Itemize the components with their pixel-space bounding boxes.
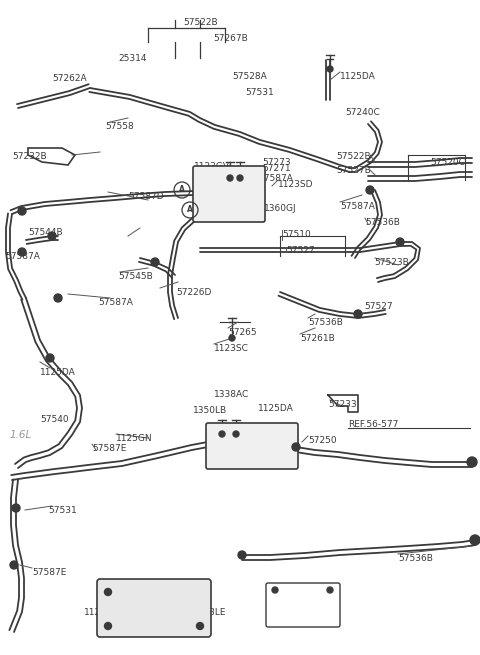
- Text: 1125DA: 1125DA: [258, 404, 294, 413]
- Text: 57527B: 57527B: [336, 166, 371, 175]
- Circle shape: [18, 248, 26, 256]
- Text: A: A: [179, 185, 185, 195]
- Circle shape: [10, 561, 18, 569]
- Text: 57265: 57265: [228, 328, 257, 337]
- Text: 57531: 57531: [48, 506, 77, 515]
- Text: 57233: 57233: [328, 400, 357, 409]
- Text: 57527: 57527: [364, 302, 393, 311]
- Text: 57226D: 57226D: [176, 288, 211, 297]
- Circle shape: [272, 587, 278, 593]
- Text: A: A: [187, 206, 193, 214]
- Circle shape: [18, 207, 26, 215]
- Text: 1338AC: 1338AC: [214, 390, 249, 399]
- Text: 57587A: 57587A: [5, 252, 40, 261]
- Text: 57531: 57531: [245, 88, 274, 97]
- Text: 57527: 57527: [286, 246, 314, 255]
- Text: 57232B: 57232B: [12, 152, 47, 161]
- Text: 1360GJ: 1360GJ: [264, 204, 297, 213]
- Text: 57520C: 57520C: [430, 158, 465, 167]
- Text: 57544B: 57544B: [28, 228, 62, 237]
- Text: 1123LE: 1123LE: [193, 608, 227, 617]
- FancyBboxPatch shape: [193, 166, 265, 222]
- Text: 57267B: 57267B: [213, 34, 248, 43]
- Text: 1123SC: 1123SC: [214, 344, 249, 353]
- Text: 57545B: 57545B: [118, 272, 153, 281]
- FancyBboxPatch shape: [206, 423, 298, 469]
- Text: 25314: 25314: [118, 54, 146, 63]
- Circle shape: [327, 66, 333, 72]
- Text: 57587A: 57587A: [340, 202, 375, 211]
- Text: 57271: 57271: [218, 198, 247, 207]
- Text: 1360GJ: 1360GJ: [166, 624, 199, 633]
- Text: 57523B: 57523B: [374, 258, 409, 267]
- Circle shape: [327, 587, 333, 593]
- Text: 57536B: 57536B: [398, 554, 433, 563]
- Circle shape: [219, 431, 225, 437]
- Circle shape: [237, 175, 243, 181]
- Circle shape: [48, 232, 56, 240]
- Circle shape: [196, 622, 204, 629]
- Circle shape: [54, 294, 62, 302]
- Text: 57522B: 57522B: [336, 152, 371, 161]
- Circle shape: [46, 354, 54, 362]
- Circle shape: [229, 335, 235, 341]
- Text: 1125GN: 1125GN: [116, 434, 153, 443]
- Text: 57510: 57510: [282, 612, 311, 621]
- Text: 57522B: 57522B: [183, 18, 217, 27]
- Text: 57587D: 57587D: [128, 192, 164, 201]
- Text: 57250: 57250: [308, 436, 336, 445]
- Text: 57587A: 57587A: [258, 174, 293, 183]
- Text: 1123SD: 1123SD: [278, 180, 313, 189]
- Text: 57587E: 57587E: [92, 444, 126, 453]
- Circle shape: [233, 431, 239, 437]
- Circle shape: [292, 443, 300, 451]
- Circle shape: [151, 258, 159, 266]
- Text: 57251: 57251: [250, 454, 278, 463]
- Text: 57536B: 57536B: [308, 318, 343, 327]
- FancyBboxPatch shape: [266, 583, 340, 627]
- Text: 57558: 57558: [105, 122, 134, 131]
- Text: 57273: 57273: [262, 158, 290, 167]
- Text: 1.6L: 1.6L: [10, 430, 32, 440]
- Circle shape: [238, 551, 246, 559]
- Circle shape: [366, 186, 374, 194]
- Circle shape: [105, 588, 111, 595]
- Circle shape: [396, 238, 404, 246]
- Text: 57271: 57271: [262, 164, 290, 173]
- Text: 57587E: 57587E: [32, 568, 66, 577]
- Text: 57536C: 57536C: [278, 596, 313, 605]
- Text: 1350LB: 1350LB: [193, 406, 227, 415]
- Text: 1123LC: 1123LC: [84, 608, 118, 617]
- FancyBboxPatch shape: [97, 579, 211, 637]
- Circle shape: [467, 457, 477, 467]
- Text: 57510: 57510: [282, 230, 311, 239]
- Text: 57261B: 57261B: [300, 334, 335, 343]
- Text: 1125DA: 1125DA: [40, 368, 76, 377]
- Text: 57540: 57540: [40, 415, 69, 424]
- Text: 1125DA: 1125DA: [340, 72, 376, 81]
- Circle shape: [470, 535, 480, 545]
- Circle shape: [227, 175, 233, 181]
- Text: 1123GV: 1123GV: [194, 162, 230, 171]
- Text: 57587A: 57587A: [98, 298, 133, 307]
- Text: 57240C: 57240C: [345, 108, 380, 117]
- Text: 57528A: 57528A: [232, 72, 267, 81]
- Text: 57536B: 57536B: [365, 218, 400, 227]
- Text: 57240A: 57240A: [265, 438, 300, 447]
- Circle shape: [12, 504, 20, 512]
- Text: 57262A: 57262A: [52, 74, 86, 83]
- Circle shape: [105, 622, 111, 629]
- Circle shape: [354, 310, 362, 318]
- Text: REF.56-577: REF.56-577: [348, 420, 398, 429]
